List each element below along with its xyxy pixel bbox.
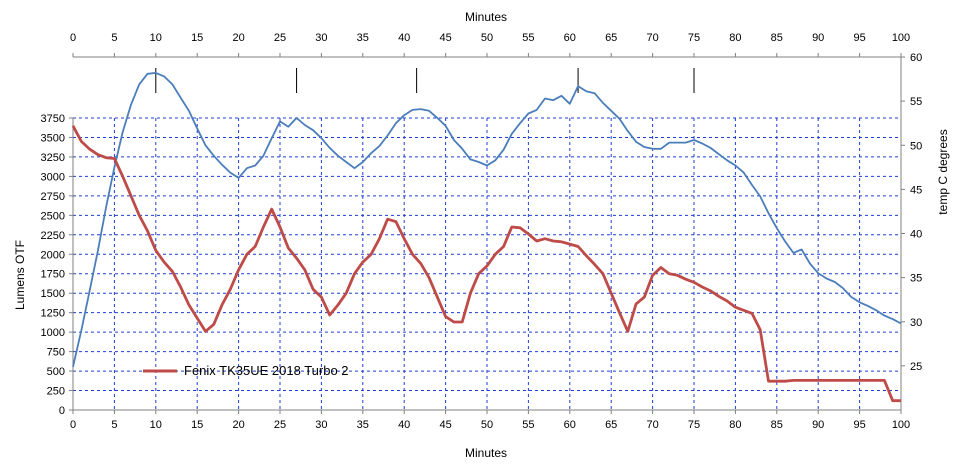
y-left-tick-label: 500	[47, 366, 65, 378]
y-left-tick-label: 0	[59, 405, 65, 417]
x-bottom-tick-label: 10	[150, 419, 162, 431]
tick-labels: 0 5 10 15 20 25 30 35 40 45 50 55 60 65 70 75 80 85 90 95 10…	[41, 32, 923, 431]
y-right-tick-label: 50	[910, 140, 922, 152]
x-top-tick-label: 80	[729, 32, 741, 44]
x-bottom-tick-label: 30	[315, 419, 327, 431]
y-right-tick-label: 60	[910, 52, 922, 64]
y-left-tick-label: 3000	[41, 171, 65, 183]
x-top-tick-label: 50	[481, 32, 493, 44]
x-top-tick-label: 35	[357, 32, 369, 44]
x-top-tick-label: 40	[398, 32, 410, 44]
y-right-tick-label: 40	[910, 229, 922, 241]
x-bottom-tick-label: 15	[191, 419, 203, 431]
x-top-tick-label: 65	[605, 32, 617, 44]
x-top-tick-label: 55	[522, 32, 534, 44]
x-top-tick-label: 45	[439, 32, 451, 44]
y-left-tick-label: 3500	[41, 132, 65, 144]
series-group	[71, 72, 902, 403]
x-top-tick-label: 10	[150, 32, 162, 44]
y-left-tick-label: 1500	[41, 288, 65, 300]
x-bottom-tick-label: 50	[481, 419, 493, 431]
x-top-tick-label: 70	[646, 32, 658, 44]
grid	[73, 117, 902, 410]
x-bottom-tick-label: 80	[729, 419, 741, 431]
x-axis-bottom-title: Minutes	[465, 446, 507, 460]
x-bottom-tick-label: 95	[853, 419, 865, 431]
series-line-temperature	[72, 72, 902, 368]
x-top-tick-label: 85	[771, 32, 783, 44]
y-right-tick-label: 55	[910, 96, 922, 108]
x-bottom-tick-label: 60	[564, 419, 576, 431]
y-left-tick-label: 1250	[41, 308, 65, 320]
x-axis-top-title: Minutes	[465, 10, 507, 24]
x-bottom-tick-label: 55	[522, 419, 534, 431]
y-left-tick-label: 750	[47, 347, 65, 359]
x-top-tick-label: 25	[274, 32, 286, 44]
x-bottom-tick-label: 90	[812, 419, 824, 431]
y-left-tick-label: 2500	[41, 210, 65, 222]
legend-label: Fenix TK35UE 2018 Turbo 2	[184, 363, 349, 378]
y-left-tick-label: 2250	[41, 230, 65, 242]
x-top-tick-label: 60	[564, 32, 576, 44]
x-top-tick-label: 75	[688, 32, 700, 44]
x-bottom-tick-label: 85	[771, 419, 783, 431]
x-top-tick-label: 90	[812, 32, 824, 44]
x-bottom-tick-label: 100	[892, 419, 910, 431]
x-bottom-tick-label: 40	[398, 419, 410, 431]
x-top-tick-label: 0	[70, 32, 76, 44]
y-axis-left-title: Lumens OTF	[13, 240, 27, 310]
x-bottom-tick-label: 25	[274, 419, 286, 431]
x-top-tick-label: 5	[111, 32, 117, 44]
x-bottom-tick-label: 35	[357, 419, 369, 431]
x-top-tick-label: 15	[191, 32, 203, 44]
y-left-tick-label: 1750	[41, 269, 65, 281]
x-bottom-tick-label: 75	[688, 419, 700, 431]
x-bottom-tick-label: 45	[439, 419, 451, 431]
x-top-tick-label: 30	[315, 32, 327, 44]
legend: Fenix TK35UE 2018 Turbo 2	[143, 363, 349, 378]
x-bottom-tick-label: 65	[605, 419, 617, 431]
y-left-tick-label: 2750	[41, 191, 65, 203]
x-bottom-tick-label: 5	[111, 419, 117, 431]
series-line-lumens	[71, 125, 901, 403]
y-left-tick-label: 2000	[41, 249, 65, 261]
y-left-tick-label: 250	[47, 386, 65, 398]
y-right-tick-label: 25	[910, 361, 922, 373]
y-axis-right-title: temp C degrees	[936, 129, 950, 214]
x-bottom-tick-label: 70	[646, 419, 658, 431]
y-right-tick-label: 35	[910, 273, 922, 285]
x-top-tick-label: 95	[853, 32, 865, 44]
y-left-tick-label: 1000	[41, 327, 65, 339]
y-right-tick-label: 45	[910, 184, 922, 196]
y-left-tick-label: 3750	[41, 113, 65, 125]
axes	[69, 53, 905, 414]
x-bottom-tick-label: 0	[70, 419, 76, 431]
y-right-tick-label: 30	[910, 317, 922, 329]
x-bottom-tick-label: 20	[232, 419, 244, 431]
x-top-tick-label: 100	[892, 32, 910, 44]
y-left-tick-label: 3250	[41, 152, 65, 164]
x-top-tick-label: 20	[232, 32, 244, 44]
